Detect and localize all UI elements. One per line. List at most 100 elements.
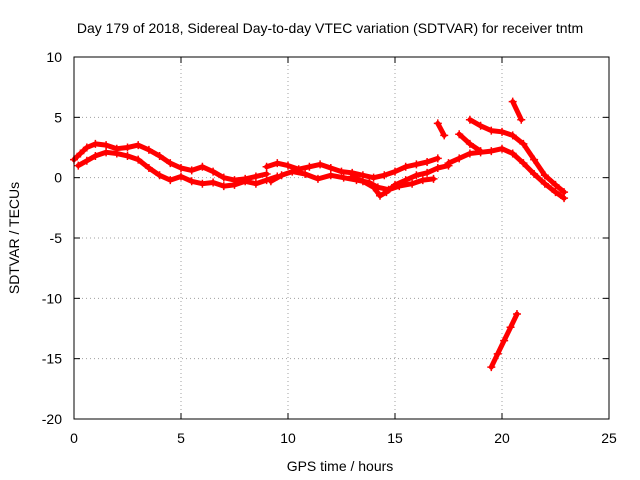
data-point-4-5 xyxy=(391,180,399,189)
data-point-2-13 xyxy=(401,162,410,171)
series-line-arc-spike-high xyxy=(510,99,524,123)
data-point-4-1 xyxy=(358,177,367,186)
data-point-0-10 xyxy=(166,159,175,168)
y-tick-label-6: 10 xyxy=(46,49,62,65)
y-tick-label-0: -20 xyxy=(42,411,62,427)
data-point-5-2 xyxy=(465,149,474,158)
data-point-4-0 xyxy=(348,172,357,181)
chart-title: Day 179 of 2018, Sidereal Day-to-day VTE… xyxy=(77,20,583,36)
data-point-1-13 xyxy=(209,178,218,187)
series-arc-late-main xyxy=(444,144,569,203)
data-point-6-9 xyxy=(560,188,569,197)
axes: 0 5 10 15 20 25 -20 -15 -10 -5 0 5 10 xyxy=(42,49,617,446)
data-point-2-16 xyxy=(433,154,442,163)
data-point-0-11 xyxy=(177,164,185,173)
data-point-1-17 xyxy=(251,179,260,188)
data-point-10-1 xyxy=(493,349,502,358)
data-point-5-5 xyxy=(498,144,506,153)
data-point-1-14 xyxy=(219,182,228,191)
data-point-0-8 xyxy=(144,145,153,154)
data-point-5-9 xyxy=(540,179,549,188)
series-line-arc-late-upper xyxy=(467,117,567,195)
data-point-0-9 xyxy=(155,151,164,160)
data-point-0-7 xyxy=(134,141,143,150)
series-arc-negative xyxy=(487,310,521,372)
data-point-3-6 xyxy=(339,173,348,182)
data-point-3-14 xyxy=(429,174,438,183)
data-point-1-15 xyxy=(230,180,239,189)
data-point-4-2 xyxy=(369,183,378,192)
data-point-2-10 xyxy=(369,173,378,182)
data-point-5-4 xyxy=(487,147,496,156)
data-point-8-2 xyxy=(476,147,485,156)
data-point-9-1 xyxy=(517,115,526,124)
x-tick-label-2: 10 xyxy=(280,430,296,446)
data-point-5-7 xyxy=(519,159,528,168)
x-tick-label-3: 15 xyxy=(387,430,403,446)
data-point-3-13 xyxy=(418,176,427,185)
data-point-9-0 xyxy=(508,97,517,106)
data-point-1-5 xyxy=(123,151,132,160)
data-point-3-2 xyxy=(288,167,297,176)
data-point-1-6 xyxy=(134,155,143,164)
y-tick-label-2: -10 xyxy=(42,290,62,306)
data-point-4-4 xyxy=(382,188,391,197)
data-point-0-13 xyxy=(198,162,207,171)
data-point-5-6 xyxy=(508,149,517,158)
x-tick-label-1: 5 xyxy=(177,430,185,446)
series-arc-mid-c xyxy=(348,161,453,200)
data-point-8-1 xyxy=(465,139,474,148)
series-arc-late-short-2 xyxy=(455,130,485,156)
y-tick-label-4: 0 xyxy=(54,170,62,186)
y-axis-label: SDTVAR / TECUs xyxy=(6,182,22,294)
data-point-1-9 xyxy=(166,176,175,185)
data-point-1-1 xyxy=(82,156,91,165)
data-point-0-4 xyxy=(102,141,111,150)
data-point-6-2 xyxy=(487,126,496,135)
data-point-2-14 xyxy=(412,160,421,169)
data-point-2-0 xyxy=(262,162,271,171)
data-point-2-7 xyxy=(337,167,346,176)
x-tick-label-5: 25 xyxy=(601,430,617,446)
data-point-6-6 xyxy=(530,155,539,164)
data-point-2-5 xyxy=(316,160,325,169)
grid xyxy=(74,57,609,419)
series-line-arc-late-main xyxy=(446,146,567,201)
data-point-2-12 xyxy=(391,167,399,176)
data-point-2-1 xyxy=(273,159,282,168)
data-point-1-4 xyxy=(112,149,121,158)
data-point-0-14 xyxy=(209,167,218,176)
y-tick-label-5: 5 xyxy=(54,109,62,125)
data-point-6-7 xyxy=(540,171,549,180)
data-point-5-10 xyxy=(551,188,560,197)
data-point-1-10 xyxy=(177,172,185,181)
data-point-6-8 xyxy=(551,180,560,189)
series-group xyxy=(70,97,569,372)
plot-frame xyxy=(73,56,610,420)
data-point-2-4 xyxy=(305,162,314,171)
data-point-4-9 xyxy=(433,164,442,173)
data-point-2-6 xyxy=(326,164,335,173)
data-point-10-0 xyxy=(487,363,496,372)
data-point-6-0 xyxy=(465,115,474,124)
data-point-0-12 xyxy=(187,166,196,175)
data-point-1-12 xyxy=(198,179,207,188)
data-point-6-3 xyxy=(498,127,506,136)
series-arc-spike-high xyxy=(508,97,526,124)
data-point-1-0 xyxy=(74,161,83,170)
data-point-3-1 xyxy=(277,171,286,180)
data-point-2-2 xyxy=(284,161,292,170)
data-point-0-1 xyxy=(76,149,85,158)
data-point-1-16 xyxy=(241,177,250,186)
x-tick-label-0: 0 xyxy=(70,430,78,446)
data-point-10-3 xyxy=(506,323,515,332)
data-point-1-2 xyxy=(91,151,100,160)
series-arc-late-short xyxy=(433,119,449,140)
data-point-2-11 xyxy=(380,171,389,180)
data-point-0-2 xyxy=(82,143,91,152)
data-point-0-15 xyxy=(219,173,228,182)
data-point-10-4 xyxy=(512,310,521,319)
data-point-3-4 xyxy=(313,174,322,183)
